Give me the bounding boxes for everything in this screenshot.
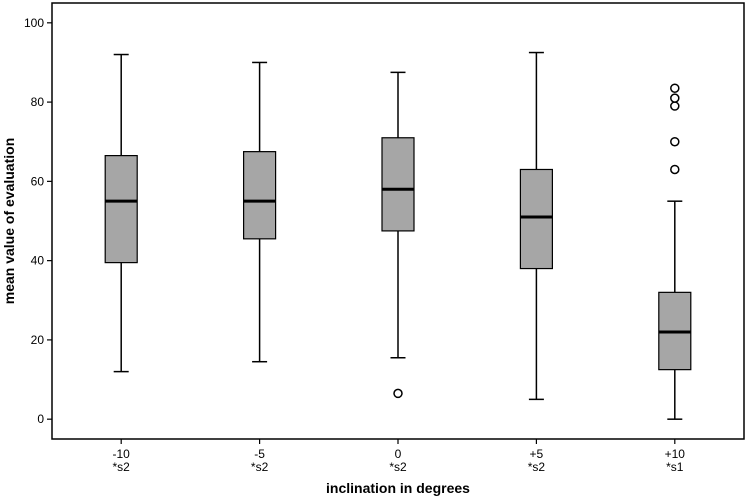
x-tick-label-2: 0 [395, 447, 402, 461]
y-tick-label-100: 100 [24, 16, 44, 30]
x-tick-label-1: -5 [254, 447, 265, 461]
box-0 [104, 53, 138, 373]
x-tick-sublabel-3: *s2 [528, 460, 546, 474]
y-tick-label-60: 60 [31, 174, 45, 188]
outlier-4-0 [670, 164, 680, 175]
x-axis-title: inclination in degrees [326, 480, 470, 496]
x-axis: -10*s2-5*s20*s2+5*s2+10*s1 [113, 439, 686, 474]
x-tick-sublabel-1: *s2 [251, 460, 269, 474]
outlier-4-2 [670, 101, 680, 111]
x-tick-label-0: -10 [113, 447, 131, 461]
y-tick-label-80: 80 [31, 95, 45, 109]
box-body-1 [243, 151, 277, 240]
outlier-4-3 [670, 93, 680, 103]
x-tick-label-4: +10 [665, 447, 686, 461]
box-3 [519, 51, 554, 401]
y-tick-label-40: 40 [31, 254, 45, 268]
box-body-2 [381, 137, 415, 232]
box-body-3 [519, 168, 554, 270]
y-tick-label-20: 20 [31, 333, 45, 347]
outlier-2-0 [393, 388, 403, 399]
box-4 [658, 83, 692, 420]
boxes [104, 51, 692, 420]
x-tick-sublabel-2: *s2 [389, 460, 407, 474]
x-tick-sublabel-0: *s2 [113, 460, 131, 474]
x-tick-label-3: +5 [530, 447, 544, 461]
box-1 [243, 61, 277, 363]
outlier-4-4 [670, 83, 680, 93]
box-body-0 [104, 155, 138, 264]
box-2 [381, 71, 415, 399]
outlier-4-1 [670, 136, 680, 147]
y-axis-title: mean value of evaluation [1, 138, 17, 305]
x-tick-sublabel-4: *s1 [666, 460, 684, 474]
y-axis: 0 20 40 60 80 100 [24, 16, 52, 426]
y-tick-label-0: 0 [37, 412, 44, 426]
